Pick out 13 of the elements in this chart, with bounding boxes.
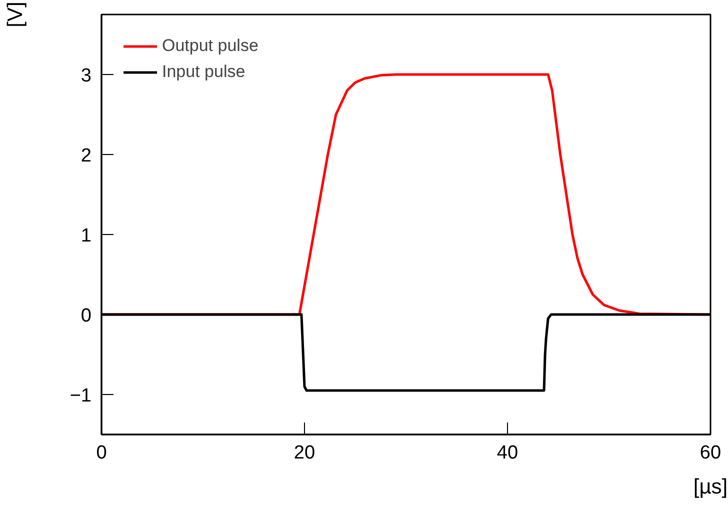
legend-label: Output pulse — [162, 36, 258, 56]
y-tick-label: 1 — [80, 226, 92, 246]
legend-label: Input pulse — [162, 62, 246, 82]
y-axis-title: [V] — [4, 2, 27, 28]
x-tick-label: 60 — [700, 442, 722, 464]
x-axis-title: [µs] — [693, 476, 728, 498]
y-tick-label: 2 — [80, 146, 92, 166]
x-tick-label: 0 — [96, 442, 107, 464]
y-tick-label: 3 — [80, 66, 92, 86]
x-tick-label: 40 — [496, 442, 518, 464]
y-tick-label: 0 — [80, 306, 92, 326]
y-tick-label: −1 — [70, 386, 92, 406]
x-tick-label: 20 — [294, 442, 316, 464]
